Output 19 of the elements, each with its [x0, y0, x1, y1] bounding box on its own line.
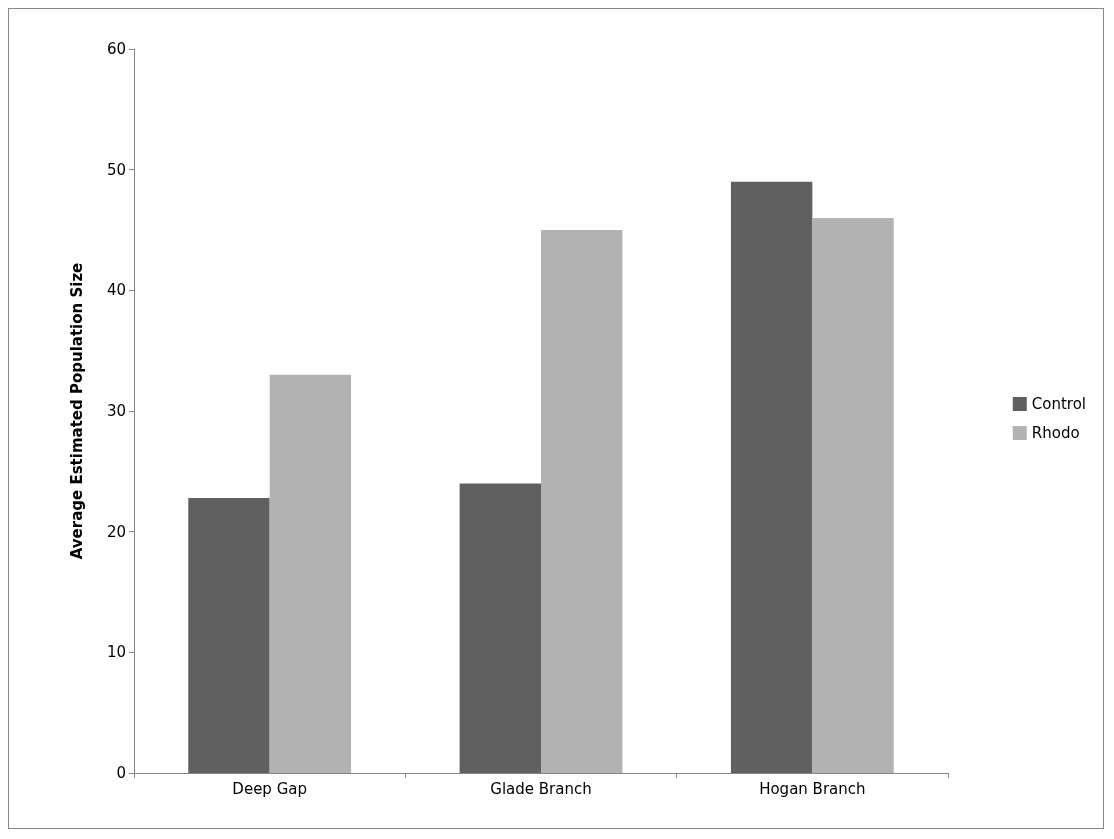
y-tick-label: 30: [106, 402, 126, 420]
x-tick-label: Hogan Branch: [759, 779, 866, 798]
bar: [269, 374, 352, 773]
bar: [812, 217, 894, 773]
bar: [188, 497, 270, 773]
x-tick-label: Deep Gap: [232, 779, 307, 798]
x-tick-label: Glade Branch: [490, 779, 592, 798]
y-tick-label: 0: [116, 764, 126, 782]
y-tick-label: 60: [106, 40, 126, 58]
y-tick-label: 20: [106, 522, 126, 541]
y-tick-label: 40: [106, 281, 126, 300]
legend-label: Rhodo: [1031, 424, 1080, 442]
y-axis-title: Average Estimated Population Size: [67, 262, 86, 560]
y-tick-label: 10: [106, 643, 126, 662]
bar: [541, 230, 623, 773]
bar: [730, 181, 813, 773]
legend-label: Control: [1031, 395, 1087, 413]
bar: [459, 483, 541, 773]
y-tick-label: 50: [106, 160, 126, 179]
